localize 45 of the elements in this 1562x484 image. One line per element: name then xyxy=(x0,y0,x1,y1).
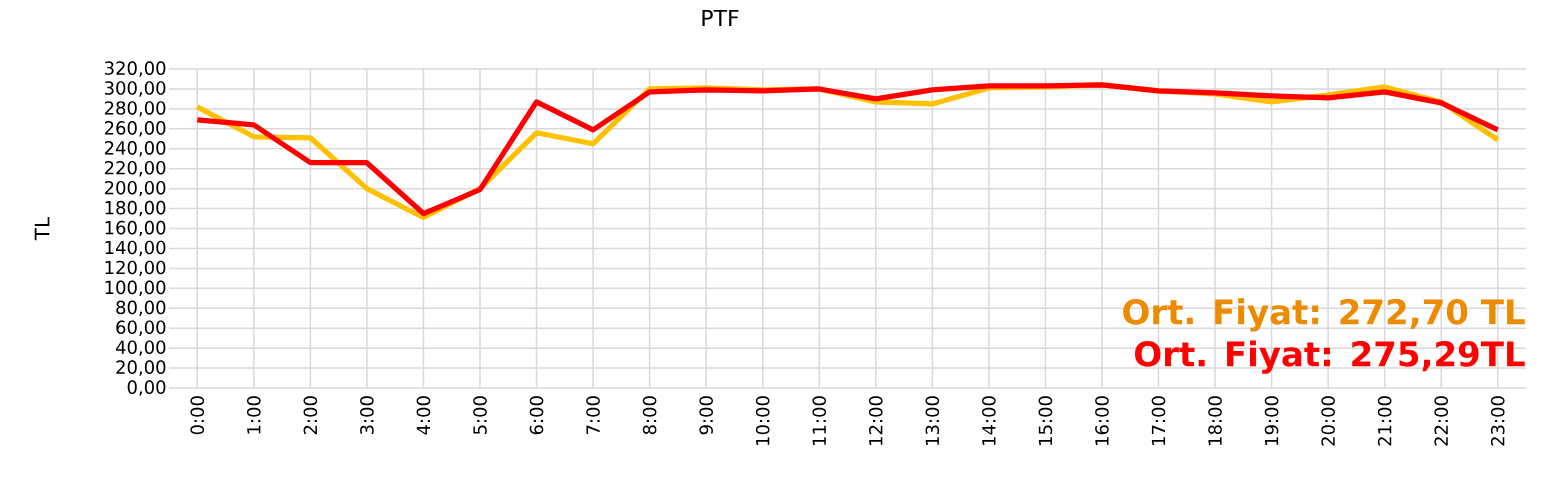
x-tick-label: 8:00 xyxy=(642,396,657,435)
x-tick-label: 22:00 xyxy=(1434,396,1448,446)
annotation: Ort. Fiyat: 272,70 TL xyxy=(1123,298,1525,332)
x-tick-label: 9:00 xyxy=(699,396,713,435)
y-tick-label: 160,00 xyxy=(105,220,166,237)
x-tick-label: 16:00 xyxy=(1095,396,1109,445)
y-tick-label: 100,00 xyxy=(105,280,166,297)
x-tick-label: 2:00 xyxy=(303,396,318,435)
x-tick-label: 0:00 xyxy=(190,396,205,435)
x-tick-label: 5:00 xyxy=(473,396,487,435)
y-tick-label: 240,00 xyxy=(104,141,166,157)
y-tick-label: 0,00 xyxy=(127,380,166,396)
y-tick-label: 60,00 xyxy=(116,320,166,336)
x-tick-label: 19:00 xyxy=(1264,396,1279,445)
x-tick-label: 11:00 xyxy=(812,396,827,445)
y-tick-label: 280,00 xyxy=(104,101,166,117)
x-tick-label: 13:00 xyxy=(925,396,940,445)
y-tick-label: 220,00 xyxy=(104,160,166,177)
y-tick-label: 180,00 xyxy=(105,200,166,217)
y-tick-label: 40,00 xyxy=(115,340,166,356)
x-tick-label: 10:00 xyxy=(755,396,770,445)
x-tick-label: 23:00 xyxy=(1490,396,1505,446)
x-tick-label: 21:00 xyxy=(1377,396,1392,446)
y-tick-label: 200,00 xyxy=(104,180,166,197)
y-tick-label: 320,00 xyxy=(105,61,166,77)
y-tick-label: 260,00 xyxy=(104,121,166,137)
x-tick-label: 4:00 xyxy=(416,396,431,435)
x-tick-label: 15:00 xyxy=(1038,396,1053,445)
x-tick-label: 18:00 xyxy=(1208,396,1222,445)
chart-title: PTF xyxy=(702,9,739,27)
annotation: Ort. Fiyat: 275,29TL xyxy=(1135,340,1525,374)
y-tick-label: 20,00 xyxy=(116,360,166,376)
x-tick-label: 17:00 xyxy=(1151,396,1166,445)
x-tick-label: 7:00 xyxy=(586,396,600,434)
x-tick-label: 20:00 xyxy=(1321,396,1335,446)
y-tick-label: 80,00 xyxy=(116,300,166,316)
y-tick-label: 300,00 xyxy=(105,81,166,97)
y-tick-label: 140,00 xyxy=(105,240,166,257)
x-tick-label: 12:00 xyxy=(868,396,883,445)
x-tick-label: 1:00 xyxy=(246,396,261,434)
y-axis-title: TL xyxy=(34,216,50,241)
x-tick-label: 14:00 xyxy=(982,396,996,445)
x-tick-label: 3:00 xyxy=(360,396,374,435)
y-tick-label: 120,00 xyxy=(105,260,166,277)
x-tick-label: 6:00 xyxy=(529,396,544,435)
